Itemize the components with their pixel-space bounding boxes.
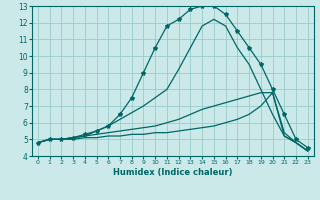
X-axis label: Humidex (Indice chaleur): Humidex (Indice chaleur)	[113, 168, 233, 177]
